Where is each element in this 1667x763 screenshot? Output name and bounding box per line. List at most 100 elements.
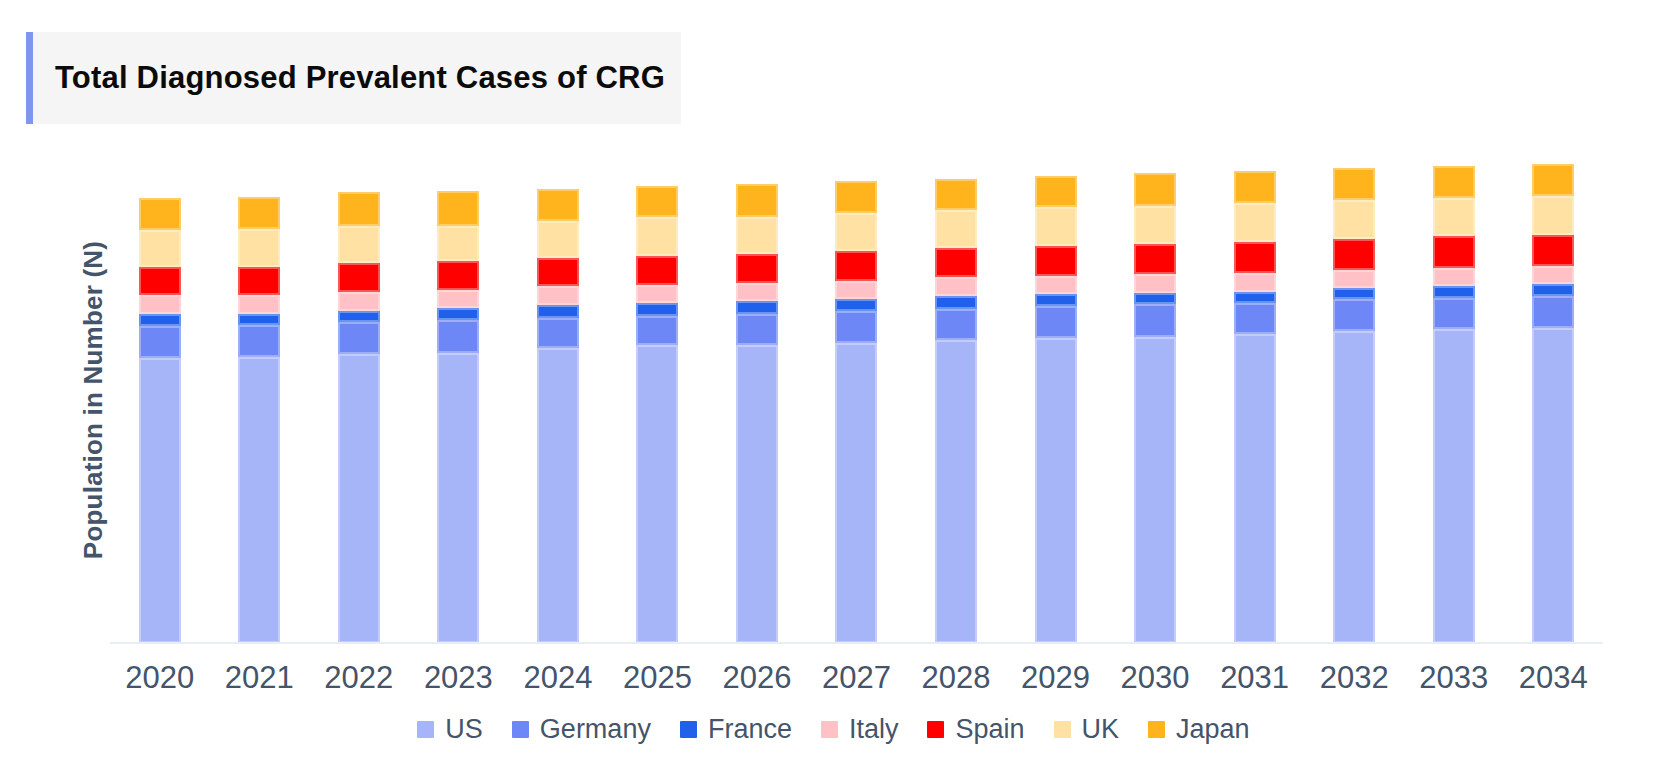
segment-france-2024	[537, 305, 579, 318]
bar-2024	[537, 189, 579, 643]
legend-label-uk: UK	[1082, 714, 1120, 745]
segment-france-2026	[736, 301, 778, 314]
legend-item-spain: Spain	[927, 714, 1024, 745]
segment-japan-2025	[636, 186, 678, 217]
legend-swatch-us	[417, 721, 434, 738]
legend-swatch-italy	[821, 721, 838, 738]
segment-us-2024	[537, 348, 579, 643]
segment-italy-2032	[1333, 270, 1375, 288]
segment-spain-2030	[1134, 244, 1176, 274]
x-label-2026: 2026	[707, 660, 807, 696]
segment-us-2034	[1532, 328, 1574, 643]
bar-slot-2031	[1205, 143, 1305, 643]
segment-uk-2028	[935, 210, 977, 248]
segment-italy-2031	[1234, 273, 1276, 292]
x-axis-line	[110, 642, 1603, 644]
segment-japan-2030	[1134, 173, 1176, 206]
bar-2030	[1134, 173, 1176, 643]
x-label-2030: 2030	[1105, 660, 1205, 696]
segment-uk-2034	[1532, 196, 1574, 235]
bar-2020	[139, 198, 181, 643]
bar-2029	[1035, 176, 1077, 643]
segment-uk-2033	[1433, 198, 1475, 236]
segment-japan-2034	[1532, 164, 1574, 196]
segment-uk-2032	[1333, 200, 1375, 239]
segment-uk-2027	[835, 213, 877, 251]
legend-swatch-france	[680, 721, 697, 738]
bar-slot-2028	[906, 143, 1006, 643]
segment-italy-2020	[139, 295, 181, 314]
segment-germany-2022	[338, 322, 380, 354]
segment-spain-2027	[835, 251, 877, 281]
segment-us-2027	[835, 343, 877, 643]
chart-page: Total Diagnosed Prevalent Cases of CRG P…	[0, 0, 1667, 763]
segment-germany-2027	[835, 311, 877, 343]
x-axis-labels: 2020202120222023202420252026202720282029…	[110, 660, 1603, 696]
segment-japan-2027	[835, 181, 877, 213]
segment-germany-2025	[636, 316, 678, 345]
legend-label-japan: Japan	[1176, 714, 1250, 745]
segment-france-2033	[1433, 286, 1475, 298]
legend-item-germany: Germany	[512, 714, 651, 745]
segment-italy-2030	[1134, 274, 1176, 293]
segment-spain-2033	[1433, 236, 1475, 268]
segment-japan-2023	[437, 191, 479, 226]
x-label-2024: 2024	[508, 660, 608, 696]
segment-germany-2023	[437, 320, 479, 353]
segment-uk-2021	[238, 229, 280, 267]
bar-2027	[835, 181, 877, 643]
x-label-2023: 2023	[409, 660, 509, 696]
segment-spain-2031	[1234, 242, 1276, 273]
segment-spain-2020	[139, 267, 181, 295]
bar-2032	[1333, 168, 1375, 643]
segment-spain-2026	[736, 254, 778, 283]
segment-us-2031	[1234, 334, 1276, 643]
segment-germany-2024	[537, 318, 579, 348]
segment-uk-2023	[437, 226, 479, 261]
legend-item-france: France	[680, 714, 792, 745]
bar-2033	[1433, 166, 1475, 643]
bar-2021	[238, 197, 280, 643]
segment-japan-2033	[1433, 166, 1475, 198]
segment-spain-2028	[935, 248, 977, 277]
legend-label-us: US	[445, 714, 483, 745]
segment-italy-2029	[1035, 276, 1077, 294]
bar-slot-2026	[707, 143, 807, 643]
x-label-2032: 2032	[1304, 660, 1404, 696]
bar-2025	[636, 186, 678, 643]
segment-italy-2024	[537, 286, 579, 305]
x-label-2025: 2025	[608, 660, 708, 696]
segment-italy-2033	[1433, 268, 1475, 286]
segment-us-2033	[1433, 329, 1475, 643]
title-background: Total Diagnosed Prevalent Cases of CRG	[33, 32, 681, 124]
segment-uk-2029	[1035, 207, 1077, 246]
x-label-2029: 2029	[1006, 660, 1106, 696]
x-label-2027: 2027	[807, 660, 907, 696]
title-accent-bar	[26, 32, 33, 124]
segment-france-2022	[338, 311, 380, 322]
segment-france-2032	[1333, 288, 1375, 299]
segment-italy-2021	[238, 295, 280, 314]
segment-japan-2032	[1333, 168, 1375, 200]
bar-slot-2021	[210, 143, 310, 643]
segment-germany-2021	[238, 325, 280, 357]
segment-us-2032	[1333, 331, 1375, 643]
bar-slot-2027	[807, 143, 907, 643]
bar-slot-2033	[1404, 143, 1504, 643]
bar-slot-2024	[508, 143, 608, 643]
segment-spain-2023	[437, 261, 479, 290]
x-label-2021: 2021	[210, 660, 310, 696]
legend-item-italy: Italy	[821, 714, 899, 745]
segment-japan-2022	[338, 192, 380, 226]
segment-italy-2028	[935, 277, 977, 296]
bar-2028	[935, 179, 977, 643]
segment-france-2021	[238, 314, 280, 325]
segment-spain-2034	[1532, 235, 1574, 266]
chart-title-block: Total Diagnosed Prevalent Cases of CRG	[26, 32, 681, 124]
segment-spain-2032	[1333, 239, 1375, 270]
bar-slot-2025	[608, 143, 708, 643]
segment-germany-2032	[1333, 299, 1375, 331]
segment-germany-2033	[1433, 298, 1475, 329]
bar-2034	[1532, 164, 1574, 643]
segment-uk-2022	[338, 226, 380, 263]
